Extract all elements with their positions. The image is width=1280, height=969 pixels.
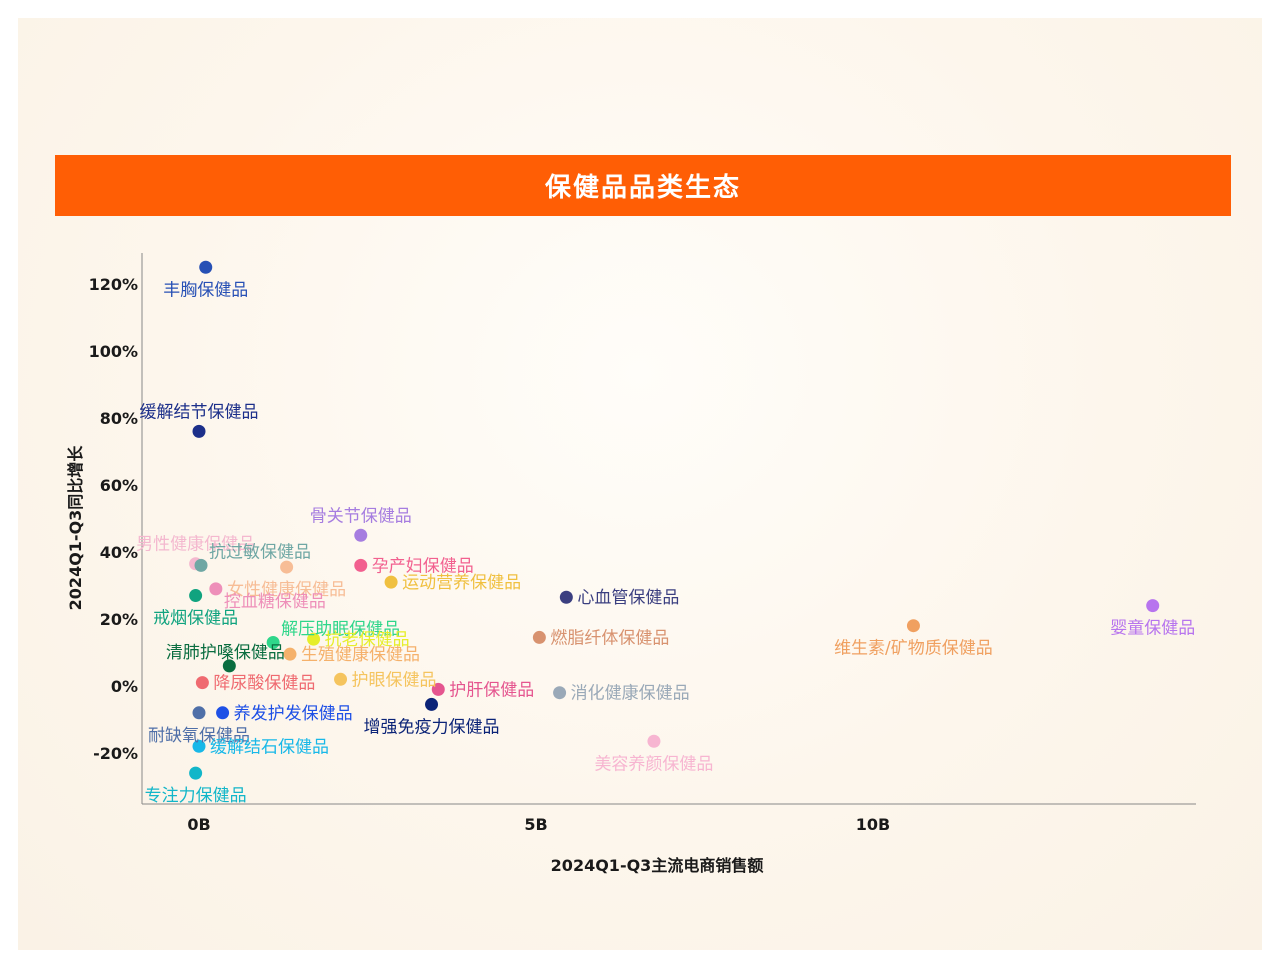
data-point: [307, 632, 321, 646]
y-axis-label: 2024Q1-Q3同比增长: [66, 445, 85, 611]
data-point-label: 婴童保健品: [1110, 619, 1195, 639]
data-point: [906, 619, 920, 633]
data-point: [354, 528, 368, 542]
data-point: [334, 672, 348, 686]
y-tick-label: 60%: [100, 476, 138, 495]
data-point: [354, 558, 368, 572]
data-point: [266, 635, 280, 649]
data-point-label: 缓解结石保健品: [210, 737, 329, 757]
data-point-label: 抗过敏保健品: [209, 542, 311, 562]
x-axis-label: 2024Q1-Q3主流电商销售额: [551, 856, 764, 875]
x-tick-label: 10B: [856, 815, 890, 834]
data-point: [559, 590, 573, 604]
data-point: [647, 734, 661, 748]
data-point: [431, 682, 445, 696]
data-point: [425, 697, 439, 711]
data-point-label: 控血糖保健品: [224, 592, 326, 612]
data-point-label: 清肺护嗓保健品: [166, 643, 285, 663]
data-point-label: 心血管保健品: [577, 588, 679, 608]
y-tick-labels: 120% 100% 80% 60% 40% 20% 0% -20%: [89, 275, 138, 763]
data-point-label: 降尿酸保健品: [213, 674, 315, 694]
y-tick-label: 40%: [100, 543, 138, 562]
data-point-label: 维生素/矿物质保健品: [834, 639, 993, 659]
data-point: [280, 560, 294, 574]
data-point: [194, 558, 208, 572]
data-point: [189, 589, 203, 603]
data-point-label: 护肝保健品: [449, 680, 534, 700]
data-point-label: 戒烟保健品: [153, 609, 238, 629]
data-point: [384, 575, 398, 589]
axes: [141, 253, 1196, 805]
data-point-label: 孕产妇保健品: [372, 556, 474, 576]
data-point: [199, 260, 213, 274]
data-point: [192, 739, 206, 753]
data-point: [192, 706, 206, 720]
x-tick-label: 0B: [187, 815, 210, 834]
x-tick-labels: 0B 5B 10B: [187, 815, 890, 834]
data-point-label: 专注力保健品: [145, 786, 247, 806]
data-point: [532, 630, 546, 644]
y-tick-label: 20%: [100, 610, 138, 629]
data-point-label: 解压助眠保健品: [281, 619, 400, 639]
data-point-label: 燃脂纤体保健品: [550, 628, 669, 648]
y-tick-label: 100%: [89, 342, 138, 361]
data-point-label: 女性健康保健品: [227, 580, 346, 600]
data-point-label: 骨关节保健品: [310, 506, 412, 526]
data-point: [209, 582, 223, 596]
data-point: [189, 766, 203, 780]
y-tick-label: 80%: [100, 409, 138, 428]
data-point: [1146, 599, 1160, 613]
y-tick-label: 0%: [111, 677, 138, 696]
y-tick-label: 120%: [89, 275, 138, 294]
data-point-label: 抗老保健品: [325, 630, 410, 650]
data-point-label: 生殖健康保健品: [301, 645, 420, 665]
y-tick-label: -20%: [93, 744, 138, 763]
data-point-label: 消化健康保健品: [571, 684, 690, 704]
data-point: [216, 706, 230, 720]
data-point: [195, 676, 209, 690]
chart-title: 保健品品类生态: [544, 173, 741, 203]
data-point: [283, 647, 297, 661]
data-point-label: 丰胸保健品: [163, 280, 248, 300]
data-point-label: 养发护发保健品: [234, 704, 353, 724]
data-point-label: 美容养颜保健品: [594, 754, 713, 774]
data-points: [189, 260, 1160, 780]
data-point-label: 增强免疫力保健品: [364, 717, 500, 737]
data-point: [553, 686, 567, 700]
data-point-label: 耐缺氧保健品: [148, 726, 250, 746]
data-point-label: 缓解结节保健品: [140, 402, 259, 422]
x-tick-label: 5B: [524, 815, 547, 834]
data-point-label: 护眼保健品: [352, 670, 437, 690]
data-point: [222, 659, 236, 673]
data-point: [192, 424, 206, 438]
data-point-label: 男性健康保健品: [136, 535, 255, 555]
title-banner: 保健品品类生态: [55, 155, 1231, 216]
data-point-label: 运动营养保健品: [402, 573, 521, 593]
